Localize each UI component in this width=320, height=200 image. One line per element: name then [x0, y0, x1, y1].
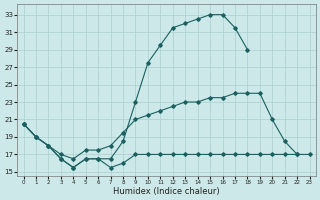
X-axis label: Humidex (Indice chaleur): Humidex (Indice chaleur): [113, 187, 220, 196]
